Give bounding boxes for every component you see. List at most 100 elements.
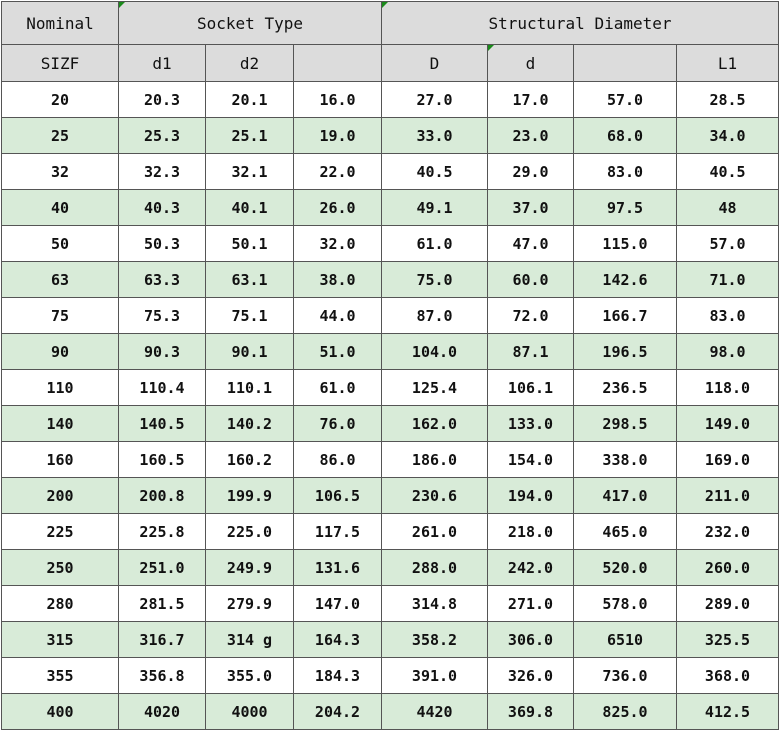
table-cell: 4000 (205, 693, 294, 730)
table-cell: 72.0 (487, 297, 574, 334)
header-socket-type: Socket Type (118, 1, 382, 45)
table-cell: 204.2 (293, 693, 382, 730)
table-cell: 355 (1, 657, 119, 694)
table-cell: 736.0 (573, 657, 677, 694)
table-cell: 106.5 (293, 477, 382, 514)
table-cell: 140.2 (205, 405, 294, 442)
table-cell: 200 (1, 477, 119, 514)
table-cell: 63 (1, 261, 119, 298)
table-cell: 356.8 (118, 657, 206, 694)
table-cell: 68.0 (573, 117, 677, 154)
column-header: L1 (676, 44, 779, 82)
table-cell: 33.0 (381, 117, 488, 154)
column-header: d1 (118, 44, 206, 82)
table-cell: 271.0 (487, 585, 574, 622)
table-cell: 289.0 (676, 585, 779, 622)
table-cell: 125.4 (381, 369, 488, 406)
table-cell: 38.0 (293, 261, 382, 298)
table-cell: 184.3 (293, 657, 382, 694)
table-cell: 412.5 (676, 693, 779, 730)
table-row: 200 200.8 199.9 106.5 230.6 194.0 417.0 211.0 (1, 477, 779, 514)
table-row: 280 281.5 279.9 147.0 314.8 271.0 578.0 289.0 (1, 585, 779, 622)
table-cell: 225 (1, 513, 119, 550)
table-cell: 326.0 (487, 657, 574, 694)
table-cell: 200.8 (118, 477, 206, 514)
table-cell: 315 (1, 621, 119, 658)
table-cell: 4420 (381, 693, 488, 730)
table-cell: 44.0 (293, 297, 382, 334)
table-cell: 280 (1, 585, 119, 622)
table-cell: 417.0 (573, 477, 677, 514)
table-cell: 232.0 (676, 513, 779, 550)
table-cell: 825.0 (573, 693, 677, 730)
table-row: 63 63.3 63.1 38.0 75.0 60.0 142.6 71.0 (1, 261, 779, 298)
table-cell: 32 (1, 153, 119, 190)
table-cell: 211.0 (676, 477, 779, 514)
comment-marker-icon (488, 45, 494, 51)
table-cell: 131.6 (293, 549, 382, 586)
table-cell: 60.0 (487, 261, 574, 298)
table-cell: 76.0 (293, 405, 382, 442)
table-row: 315 316.7 314 g 164.3 358.2 306.0 6510 325.5 (1, 621, 779, 658)
table-cell: 117.5 (293, 513, 382, 550)
column-header (573, 44, 677, 82)
table-cell: 104.0 (381, 333, 488, 370)
table-row: 50 50.3 50.1 32.0 61.0 47.0 115.0 57.0 (1, 225, 779, 262)
table-cell: 27.0 (381, 81, 488, 118)
table-cell: 160.5 (118, 441, 206, 478)
header-structural-diameter: Structural Diameter (381, 1, 779, 45)
table-cell: 20.1 (205, 81, 294, 118)
table-cell: 71.0 (676, 261, 779, 298)
table-cell: 186.0 (381, 441, 488, 478)
table-cell: 162.0 (381, 405, 488, 442)
table-cell: 75 (1, 297, 119, 334)
table-cell: 98.0 (676, 333, 779, 370)
table-cell: 19.0 (293, 117, 382, 154)
table-cell: 28.5 (676, 81, 779, 118)
table-cell: 20 (1, 81, 119, 118)
table-cell: 34.0 (676, 117, 779, 154)
table-row: 32 32.3 32.1 22.0 40.5 29.0 83.0 40.5 (1, 153, 779, 190)
table-cell: 261.0 (381, 513, 488, 550)
table-cell: 50 (1, 225, 119, 262)
table-cell: 40.5 (381, 153, 488, 190)
table-cell: 86.0 (293, 441, 382, 478)
table-row: 250 251.0 249.9 131.6 288.0 242.0 520.0 260.0 (1, 549, 779, 586)
table-cell: 61.0 (381, 225, 488, 262)
table-cell: 147.0 (293, 585, 382, 622)
table-cell: 32.0 (293, 225, 382, 262)
table-cell: 4020 (118, 693, 206, 730)
table-cell: 25 (1, 117, 119, 154)
table-cell: 260.0 (676, 549, 779, 586)
table-cell: 160 (1, 441, 119, 478)
table-cell: 40.5 (676, 153, 779, 190)
table-cell: 40.1 (205, 189, 294, 226)
table-cell: 50.1 (205, 225, 294, 262)
table-cell: 115.0 (573, 225, 677, 262)
table-cell: 164.3 (293, 621, 382, 658)
table-cell: 75.3 (118, 297, 206, 334)
table-cell: 250 (1, 549, 119, 586)
table-cell: 110.4 (118, 369, 206, 406)
table-row: 20 20.3 20.1 16.0 27.0 17.0 57.0 28.5 (1, 81, 779, 118)
table-cell: 249.9 (205, 549, 294, 586)
column-header: d (487, 44, 574, 82)
table-cell: 169.0 (676, 441, 779, 478)
table-cell: 63.1 (205, 261, 294, 298)
table-cell: 40.3 (118, 189, 206, 226)
table-cell: 75.1 (205, 297, 294, 334)
table-cell: 32.1 (205, 153, 294, 190)
table-row: 140 140.5 140.2 76.0 162.0 133.0 298.5 149.0 (1, 405, 779, 442)
table-cell: 49.1 (381, 189, 488, 226)
table-cell: 57.0 (676, 225, 779, 262)
table-row: 40 40.3 40.1 26.0 49.1 37.0 97.5 48 (1, 189, 779, 226)
table-row: 355 356.8 355.0 184.3 391.0 326.0 736.0 368.0 (1, 657, 779, 694)
table-cell: 288.0 (381, 549, 488, 586)
table-cell: 22.0 (293, 153, 382, 190)
table-cell: 225.8 (118, 513, 206, 550)
table-cell: 160.2 (205, 441, 294, 478)
table-row: 110 110.4 110.1 61.0 125.4 106.1 236.5 118.0 (1, 369, 779, 406)
table-cell: 196.5 (573, 333, 677, 370)
table-row: 225 225.8 225.0 117.5 261.0 218.0 465.0 232.0 (1, 513, 779, 550)
table-cell: 90 (1, 333, 119, 370)
